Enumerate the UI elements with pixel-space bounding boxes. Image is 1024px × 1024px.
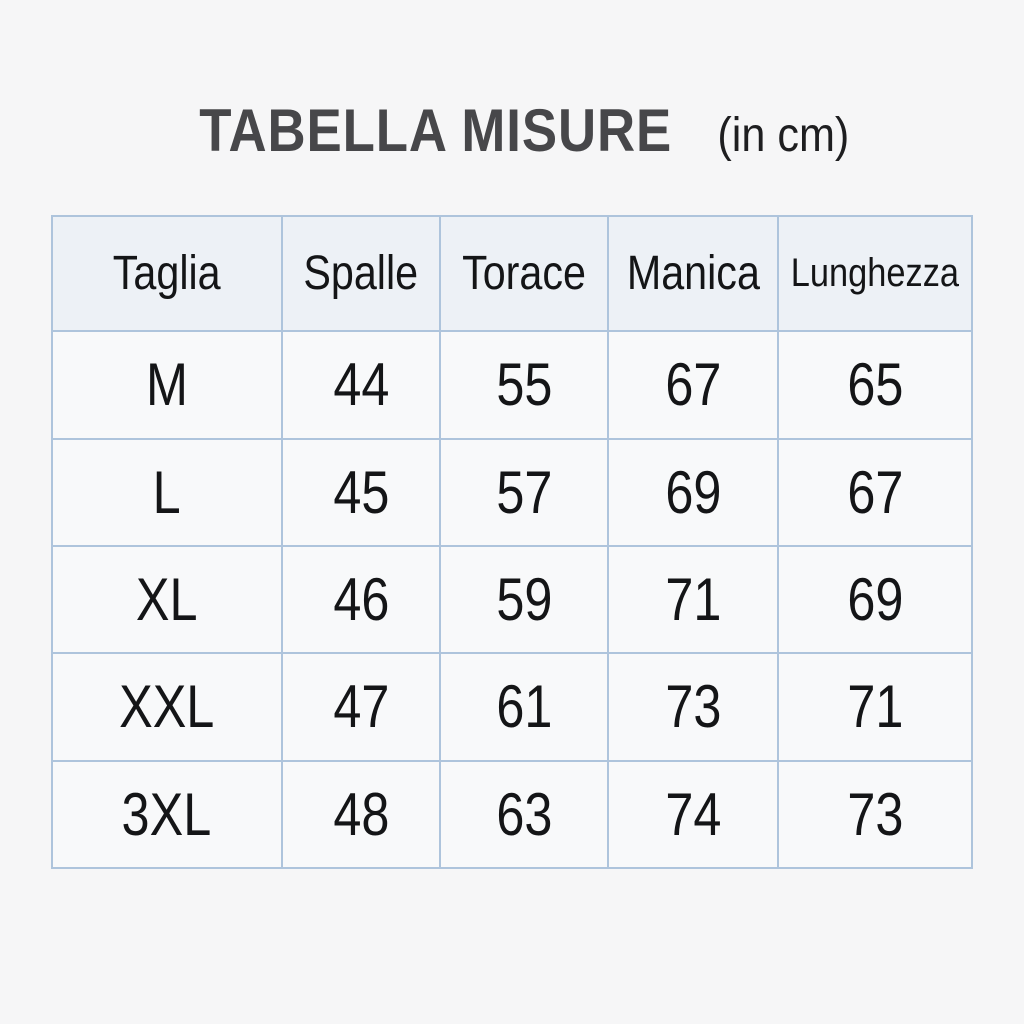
table-row-xxl-manica: 73 (609, 654, 778, 760)
column-header-label: Spalle (303, 247, 419, 301)
column-header-label: Manica (626, 247, 760, 301)
cell-value: 67 (665, 351, 722, 419)
cell-value: 71 (847, 673, 904, 741)
cell-value: 69 (665, 458, 722, 526)
column-header-label: Taglia (112, 247, 221, 301)
table-row-3xl-torace: 63 (441, 761, 608, 867)
column-header-spalle: Spalle (282, 217, 440, 331)
table-row-3xl-manica: 74 (609, 761, 778, 867)
table-row-l-spalle: 45 (282, 439, 440, 545)
table-row-l-size: L (53, 439, 281, 545)
column-header-taglia: Taglia (53, 217, 281, 331)
page-title-main: TABELLA MISURE (199, 97, 673, 164)
size-label: 3XL (121, 780, 212, 848)
table-row-3xl-lunghezza: 73 (779, 761, 971, 867)
cell-value: 61 (496, 673, 553, 741)
table-row-xl-spalle: 46 (282, 546, 440, 653)
column-header-manica: Manica (609, 217, 778, 331)
cell-value: 48 (332, 780, 390, 848)
cell-value: 74 (665, 780, 722, 848)
table-row-xl-torace: 59 (441, 546, 608, 653)
cell-value: 44 (332, 351, 390, 419)
cell-value: 63 (496, 780, 553, 848)
column-header-lunghezza: Lunghezza (779, 217, 971, 331)
table-row-m-size: M (53, 332, 281, 438)
table-row-xxl-size: XXL (53, 654, 281, 760)
column-header-torace: Torace (441, 217, 608, 331)
cell-value: 65 (847, 351, 904, 419)
cell-value: 71 (665, 566, 722, 634)
cell-value: 67 (847, 458, 904, 526)
cell-value: 46 (332, 566, 390, 634)
table-row-xl-size: XL (53, 546, 281, 653)
table-row-m-manica: 67 (609, 332, 778, 438)
size-chart-table: Taglia Spalle Torace Manica Lunghezza M … (51, 215, 973, 869)
table-row-l-manica: 69 (609, 439, 778, 545)
cell-value: 59 (496, 566, 553, 634)
cell-value: 45 (332, 458, 390, 526)
table-row-3xl-size: 3XL (53, 761, 281, 867)
cell-value: 73 (847, 780, 904, 848)
table-row-m-lunghezza: 65 (779, 332, 971, 438)
size-label: L (152, 458, 181, 526)
table-row-l-lunghezza: 67 (779, 439, 971, 545)
size-label: XXL (119, 673, 215, 741)
cell-value: 57 (496, 458, 553, 526)
cell-value: 47 (332, 673, 390, 741)
table-row-xxl-spalle: 47 (282, 654, 440, 760)
table-row-xxl-torace: 61 (441, 654, 608, 760)
table-row-m-torace: 55 (441, 332, 608, 438)
size-label: XL (135, 566, 198, 634)
page-title-unit: (in cm) (717, 109, 850, 162)
column-header-label: Lunghezza (790, 251, 960, 296)
column-header-label: Torace (462, 247, 587, 301)
cell-value: 73 (665, 673, 722, 741)
cell-value: 69 (847, 566, 904, 634)
table-row-xl-manica: 71 (609, 546, 778, 653)
table-row-xxl-lunghezza: 71 (779, 654, 971, 760)
table-row-xl-lunghezza: 69 (779, 546, 971, 653)
page-title: TABELLA MISURE (in cm) (0, 96, 1024, 176)
table-row-l-torace: 57 (441, 439, 608, 545)
table-row-m-spalle: 44 (282, 332, 440, 438)
size-label: M (145, 351, 188, 419)
table-row-3xl-spalle: 48 (282, 761, 440, 867)
cell-value: 55 (496, 351, 553, 419)
